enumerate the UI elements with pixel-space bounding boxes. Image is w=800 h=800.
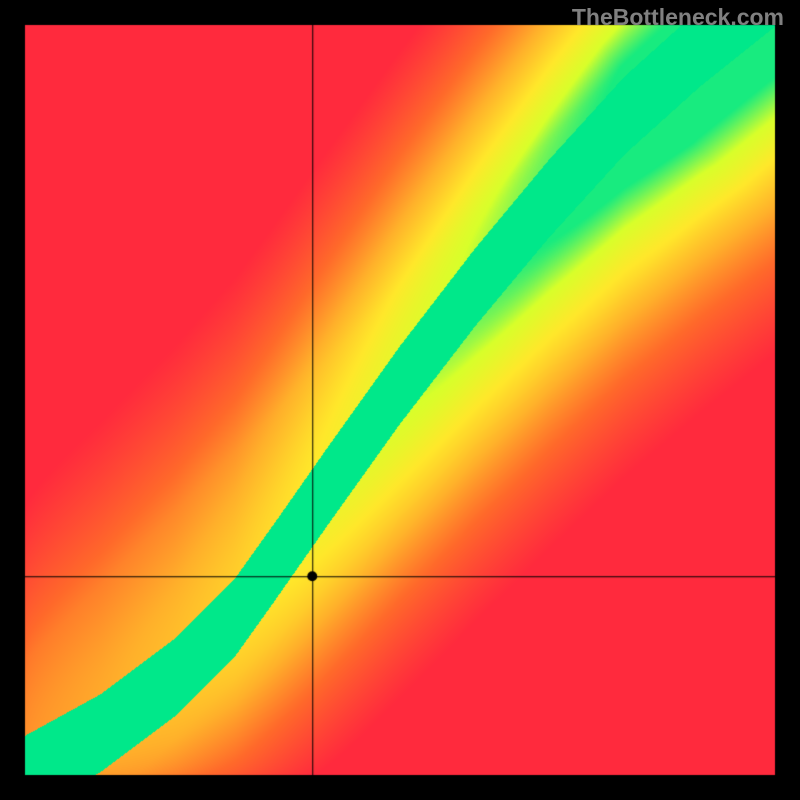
heatmap-canvas [0,0,800,800]
watermark-text: TheBottleneck.com [572,4,784,31]
chart-container: TheBottleneck.com [0,0,800,800]
